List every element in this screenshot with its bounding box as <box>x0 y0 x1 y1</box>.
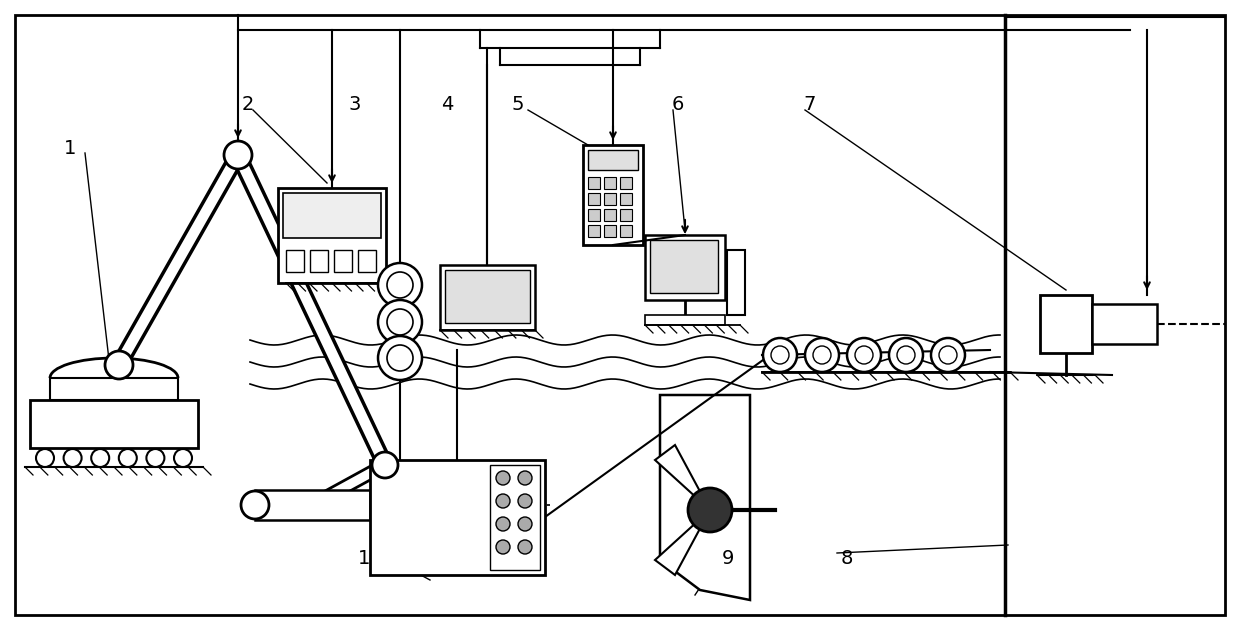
Bar <box>440 265 534 330</box>
Bar <box>620 225 632 237</box>
Circle shape <box>378 300 422 344</box>
Circle shape <box>847 338 880 372</box>
Bar <box>583 145 644 245</box>
Bar <box>445 270 529 323</box>
Circle shape <box>387 272 413 298</box>
Circle shape <box>889 338 923 372</box>
Circle shape <box>224 141 252 169</box>
Circle shape <box>496 494 510 508</box>
Circle shape <box>496 517 510 531</box>
Circle shape <box>387 309 413 335</box>
Bar <box>645 235 725 300</box>
Circle shape <box>496 540 510 554</box>
Text: 1: 1 <box>63 138 76 157</box>
Circle shape <box>378 336 422 380</box>
Circle shape <box>688 488 732 532</box>
Polygon shape <box>655 445 711 510</box>
Circle shape <box>939 346 957 364</box>
Circle shape <box>931 338 965 372</box>
Bar <box>1040 295 1092 353</box>
Circle shape <box>146 449 165 467</box>
Circle shape <box>763 338 797 372</box>
Text: 9: 9 <box>722 549 734 568</box>
Bar <box>30 400 198 448</box>
Circle shape <box>813 346 831 364</box>
Circle shape <box>805 338 839 372</box>
Text: 6: 6 <box>672 95 684 114</box>
Bar <box>255 490 370 520</box>
Bar <box>604 193 616 205</box>
Bar <box>278 188 386 283</box>
Text: 8: 8 <box>841 549 853 568</box>
Circle shape <box>518 517 532 531</box>
Circle shape <box>63 449 82 467</box>
Bar <box>620 193 632 205</box>
Circle shape <box>36 449 55 467</box>
Bar <box>283 193 381 238</box>
Text: 7: 7 <box>804 95 816 114</box>
Text: 2: 2 <box>242 95 254 114</box>
Text: 10: 10 <box>357 549 382 568</box>
Circle shape <box>378 263 422 307</box>
Circle shape <box>92 449 109 467</box>
Circle shape <box>518 471 532 485</box>
Bar <box>645 315 725 325</box>
Circle shape <box>372 452 398 478</box>
Bar <box>50 378 179 400</box>
Bar <box>588 177 600 189</box>
Circle shape <box>174 449 192 467</box>
Bar <box>286 250 304 272</box>
Bar <box>588 225 600 237</box>
Bar <box>358 250 376 272</box>
Polygon shape <box>232 152 392 468</box>
Bar <box>604 225 616 237</box>
Bar <box>620 177 632 189</box>
Bar <box>604 177 616 189</box>
Bar <box>310 250 329 272</box>
Polygon shape <box>655 510 711 575</box>
Text: 5: 5 <box>512 95 525 114</box>
Bar <box>490 465 539 570</box>
Circle shape <box>496 471 510 485</box>
Circle shape <box>105 351 133 379</box>
Bar <box>604 209 616 221</box>
Circle shape <box>518 494 532 508</box>
Bar <box>650 240 718 293</box>
Circle shape <box>119 449 136 467</box>
Circle shape <box>897 346 915 364</box>
Bar <box>1092 304 1157 344</box>
Circle shape <box>771 346 789 364</box>
Bar <box>588 193 600 205</box>
Bar <box>334 250 352 272</box>
Bar <box>588 209 600 221</box>
Bar <box>620 209 632 221</box>
Bar <box>727 250 745 315</box>
Circle shape <box>856 346 873 364</box>
Text: 3: 3 <box>348 95 361 114</box>
Polygon shape <box>660 395 750 600</box>
Polygon shape <box>309 459 388 510</box>
Bar <box>370 460 546 575</box>
Circle shape <box>387 345 413 371</box>
Text: 4: 4 <box>440 95 453 114</box>
Bar <box>588 150 639 170</box>
Polygon shape <box>113 152 244 368</box>
Circle shape <box>518 540 532 554</box>
Circle shape <box>241 491 269 519</box>
